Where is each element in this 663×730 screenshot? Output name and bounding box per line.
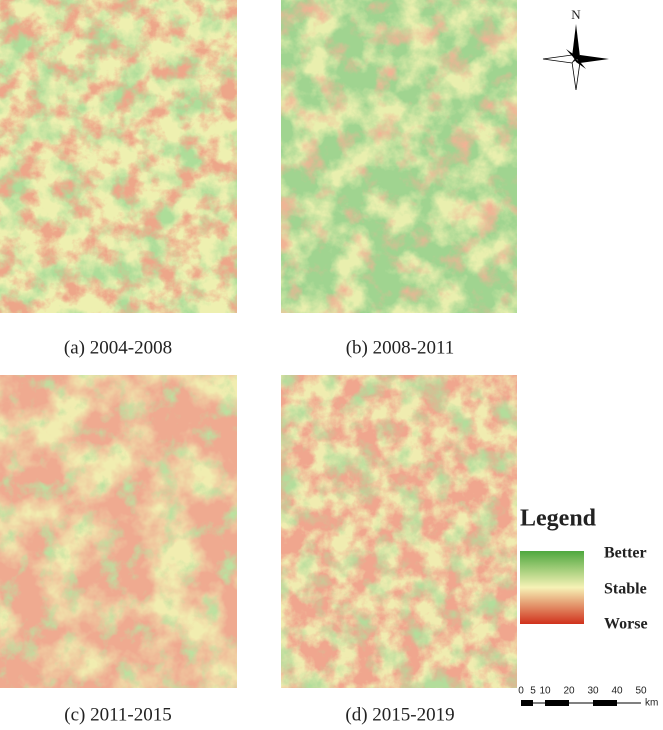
scale-label: 5 [530, 686, 536, 697]
legend-item: Stable [604, 581, 647, 598]
panel-caption: (d) 2015-2019 [345, 704, 454, 725]
scale-label: 40 [611, 686, 623, 697]
figure: (a) 2004-2008 (b) 2008-2011 (c) 2011-201… [0, 0, 663, 730]
legend-title: Legend [520, 506, 597, 532]
map-panel-b [281, 0, 517, 313]
legend-gradient [520, 551, 584, 624]
north-arrow: N [543, 7, 609, 90]
north-label: N [571, 7, 581, 22]
map-panel-d [281, 375, 517, 688]
map-panel-a [0, 0, 237, 313]
panel-caption: (c) 2011-2015 [64, 704, 171, 725]
panel-caption: (b) 2008-2011 [346, 337, 455, 358]
legend-item: Worse [604, 616, 648, 633]
scale-unit: km [645, 698, 658, 709]
scale-label: 30 [587, 686, 599, 697]
map-panel-c [0, 375, 237, 688]
scale-label: 0 [518, 686, 524, 697]
legend-item: Better [604, 545, 647, 562]
scale-label: 10 [539, 686, 551, 697]
scale-label: 50 [635, 686, 647, 697]
scale-label: 20 [563, 686, 575, 697]
panel-caption: (a) 2004-2008 [64, 337, 172, 358]
